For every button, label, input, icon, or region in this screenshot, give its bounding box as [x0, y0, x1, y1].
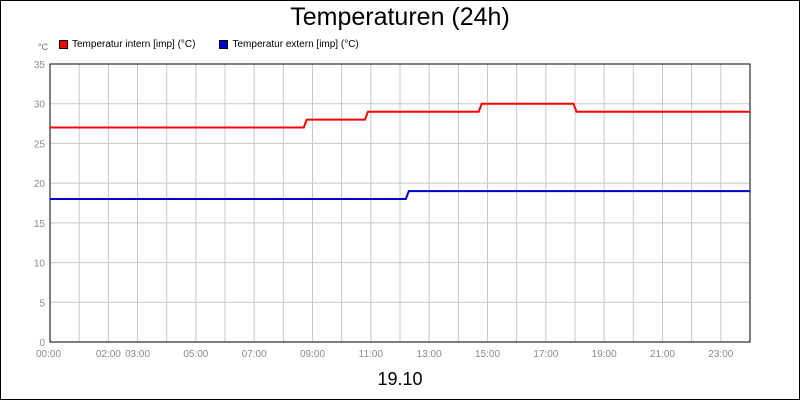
legend-label-extern: Temperatur extern [imp] (°C)	[232, 39, 359, 50]
y-tick-label: 15	[34, 219, 46, 230]
legend-swatch-intern	[59, 40, 68, 49]
x-tick-label: 03:00	[125, 349, 150, 360]
x-tick-label: 21:00	[650, 349, 675, 360]
y-tick-label: 35	[34, 60, 46, 71]
x-tick-label: 09:00	[300, 349, 325, 360]
x-tick-label: 15:00	[475, 349, 500, 360]
y-tick-label: 30	[34, 100, 46, 111]
x-tick-label: 07:00	[242, 349, 267, 360]
x-axis-date-label: 19.10	[377, 369, 423, 389]
series-line-intern	[50, 102, 750, 129]
y-tick-label: 0	[39, 338, 45, 349]
series-line-extern	[50, 190, 750, 200]
x-tick-label: 02:00	[96, 349, 121, 360]
x-tick-label: 19:00	[592, 349, 617, 360]
y-tick-label: 25	[34, 139, 46, 150]
x-tick-label: 00:00	[36, 349, 61, 360]
x-tick-label: 11:00	[359, 349, 384, 360]
plot-area-border	[49, 63, 751, 343]
y-tick-label: 20	[34, 179, 46, 190]
y-unit-label: °C	[38, 42, 49, 52]
legend-item-intern: Temperatur intern [imp] (°C)	[59, 39, 195, 50]
legend-label-intern: Temperatur intern [imp] (°C)	[72, 39, 196, 50]
y-tick-label: 5	[39, 298, 45, 309]
x-tick-label: 17:00	[533, 349, 558, 360]
x-tick-label: 05:00	[183, 349, 208, 360]
legend-item-extern: Temperatur extern [imp] (°C)	[219, 39, 359, 50]
legend-swatch-extern	[219, 40, 229, 49]
chart-title: Temperaturen (24h)	[290, 3, 510, 31]
legend: Temperatur intern [imp] (°C) Temperatur …	[59, 39, 383, 50]
y-tick-label: 10	[34, 259, 46, 270]
x-tick-label: 23:00	[708, 349, 733, 360]
x-tick-label: 13:00	[417, 349, 442, 360]
